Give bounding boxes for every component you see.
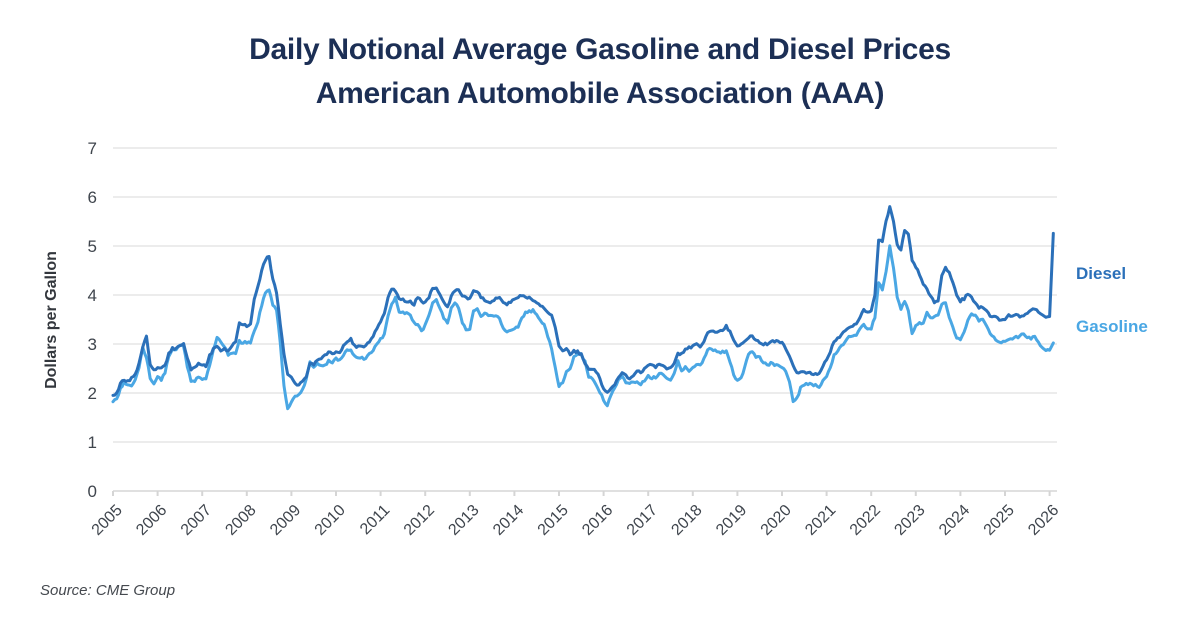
x-tick-label: 2016 [579, 502, 616, 539]
y-tick-label: 2 [88, 384, 97, 403]
x-tick-label: 2013 [445, 502, 482, 539]
x-tick-label: 2025 [981, 502, 1018, 539]
series-line-diesel [111, 205, 1055, 397]
x-tick-label: 2020 [758, 502, 795, 539]
x-tick-label: 2008 [222, 502, 259, 539]
x-tick-label: 2012 [401, 502, 438, 539]
x-tick-label: 2014 [490, 502, 527, 539]
x-tick-label: 2026 [1025, 502, 1062, 539]
x-tick-label: 2017 [624, 502, 661, 539]
legend-label-gasoline: Gasoline [1076, 317, 1148, 336]
y-tick-label: 1 [88, 433, 97, 452]
y-tick-label: 4 [88, 286, 97, 305]
series-line-gasoline [111, 244, 1055, 411]
x-tick-label: 2015 [535, 502, 572, 539]
x-tick-label: 2022 [847, 502, 884, 539]
y-axis-label: Dollars per Gallon [43, 251, 60, 389]
x-tick-label: 2010 [312, 502, 349, 539]
y-tick-label: 7 [88, 139, 97, 158]
y-tick-label: 5 [88, 237, 97, 256]
source-note: Source: CME Group [40, 582, 176, 599]
x-tick-label: 2009 [267, 502, 304, 539]
y-tick-label: 0 [88, 482, 97, 501]
x-tick-label: 2023 [891, 502, 928, 539]
legend-label-diesel: Diesel [1076, 264, 1127, 283]
x-tick-label: 2006 [133, 502, 170, 539]
y-tick-label: 3 [88, 335, 97, 354]
x-tick-label: 2011 [357, 502, 393, 538]
x-tick-label: 2018 [668, 502, 705, 539]
y-tick-label: 6 [88, 188, 97, 207]
x-tick-label: 2007 [178, 502, 215, 539]
x-tick-label: 2005 [89, 502, 126, 539]
chart-title: Daily Notional Average Gasoline and Dies… [0, 28, 1200, 116]
chart-title-line2: American Automobile Association (AAA) [315, 77, 885, 110]
chart-title-line1: Daily Notional Average Gasoline and Dies… [249, 33, 951, 66]
x-tick-label: 2024 [936, 502, 973, 539]
x-tick-label: 2019 [713, 502, 750, 539]
x-tick-label: 2021 [802, 502, 839, 539]
